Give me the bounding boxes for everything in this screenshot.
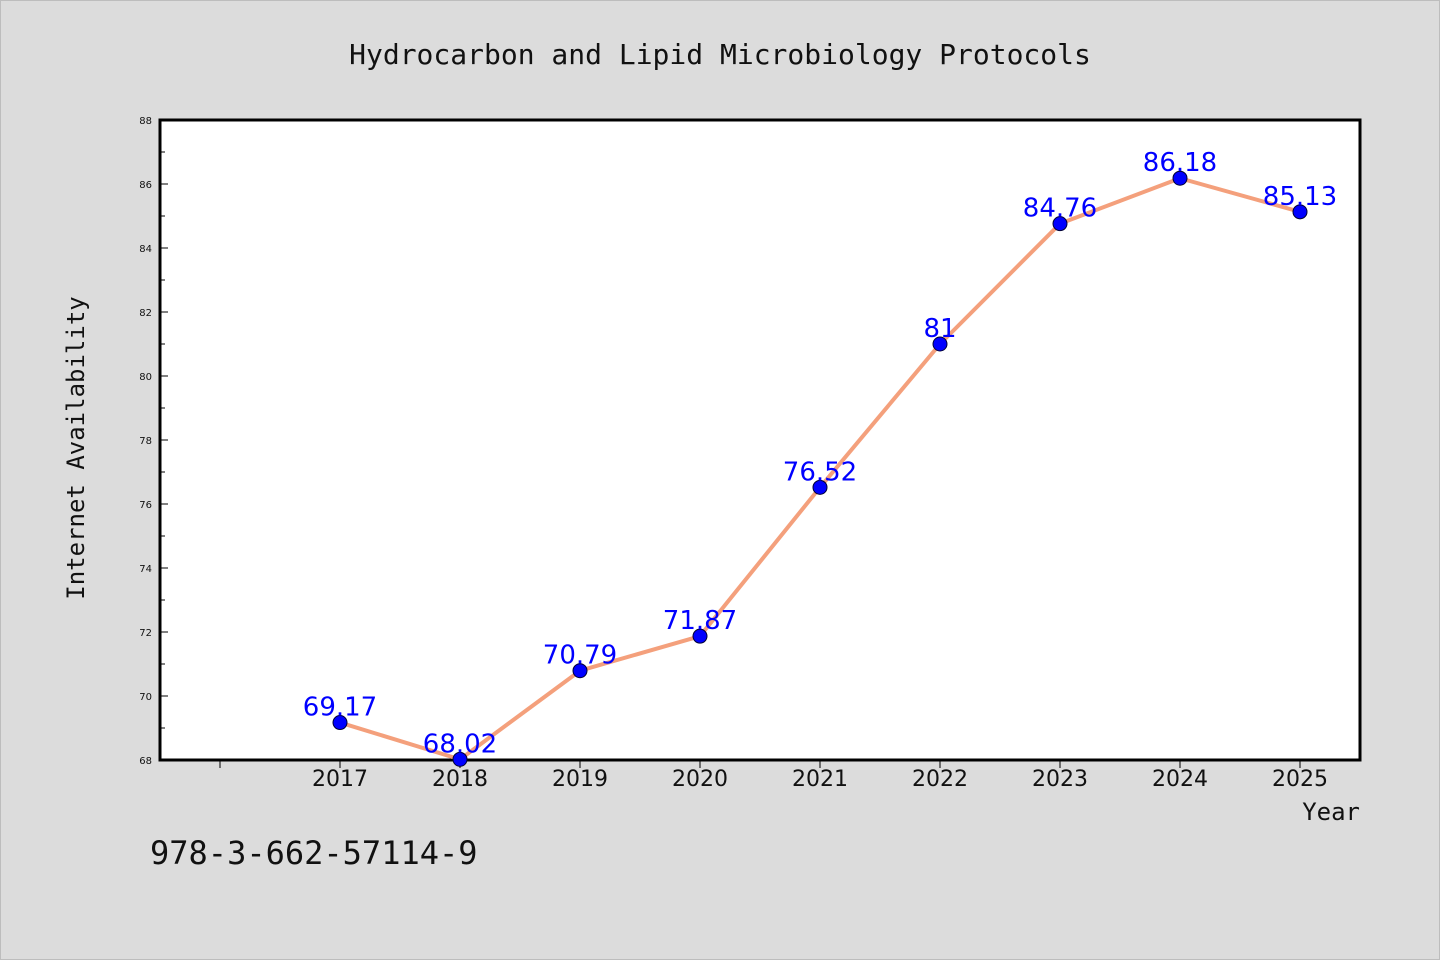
data-label: 70.79: [543, 641, 617, 671]
x-tick-label: 2019: [552, 767, 608, 792]
y-axis: 68 70 72 74 76 78 80 82 84 86 88: [139, 116, 168, 767]
y-tick-label: 68: [139, 756, 152, 767]
x-axis-label: Year: [1302, 798, 1360, 826]
y-tick-label: 88: [139, 116, 152, 127]
x-tick-label: 2022: [912, 767, 968, 792]
data-point-marker: [1292, 204, 1308, 220]
plot-area: [158, 118, 1362, 762]
data-label: 85.13: [1263, 182, 1337, 212]
data-label: 86.18: [1143, 148, 1217, 178]
data-point-marker: [572, 663, 588, 679]
x-tick-label: 2021: [792, 767, 848, 792]
data-point-marker: [812, 479, 828, 495]
data-point-marker: [1052, 216, 1068, 232]
data-point-marker: [452, 751, 468, 767]
data-label: 76.52: [783, 457, 857, 487]
data-point-marker: [332, 715, 348, 731]
data-point-marker: [932, 336, 948, 352]
y-tick-label: 78: [139, 436, 152, 447]
data-label: 68.02: [423, 729, 497, 759]
x-tick-label: 2025: [1272, 767, 1328, 792]
data-label: 81: [923, 314, 956, 344]
y-tick-label: 70: [139, 692, 152, 703]
y-tick-label: 72: [139, 628, 152, 639]
x-tick-label: 2024: [1152, 767, 1208, 792]
data-label: 69.17: [303, 693, 377, 723]
y-tick-label: 80: [139, 372, 152, 383]
isbn-text: 978-3-662-57114-9: [150, 834, 478, 872]
y-tick-label: 74: [139, 564, 152, 575]
x-axis: 2017 2018 2019 2020 2021 2022 2023 2024 2025: [219, 760, 1328, 792]
x-tick-label: 2017: [312, 767, 368, 792]
y-axis-label: Internet Availability: [62, 296, 90, 599]
data-label: 71.87: [663, 606, 737, 636]
data-point-marker: [692, 628, 708, 644]
series-line-group: [332, 170, 1308, 767]
y-tick-label: 86: [139, 180, 152, 191]
x-tick-label: 2020: [672, 767, 728, 792]
x-tick-label: 2018: [432, 767, 488, 792]
y-tick-label: 82: [139, 308, 152, 319]
x-tick-label: 2023: [1032, 767, 1088, 792]
y-tick-label: 76: [139, 500, 152, 511]
data-label: 84.76: [1023, 194, 1097, 224]
chart-title: Hydrocarbon and Lipid Microbiology Proto…: [349, 38, 1091, 71]
data-labels-group: 69.17 68.02 70.79 71.87 76.52 81 84.76 86.18 85.…: [303, 148, 1337, 759]
y-tick-label: 84: [139, 244, 152, 255]
data-point-marker: [1172, 170, 1188, 186]
